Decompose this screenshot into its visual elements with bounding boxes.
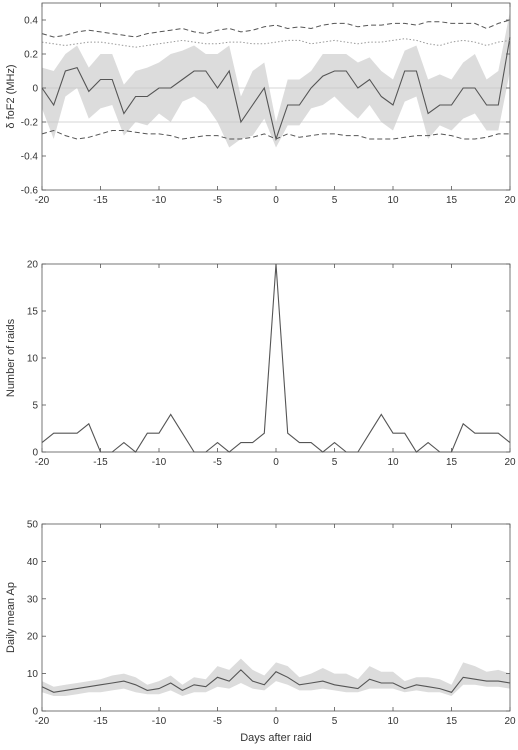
series-line-dashed bbox=[41, 19, 511, 38]
x-tick-label: -15 bbox=[93, 195, 108, 206]
y-tick-label: 0.4 bbox=[24, 16, 38, 27]
series-line-dotted bbox=[41, 38, 511, 48]
y-tick-label: 20 bbox=[27, 632, 39, 643]
panel-foF2: -20 -15 -10 -5 0 5 10 15 20 -0.6 -0.4 -0.2 0 0.2 0.4 δ … bbox=[5, 2, 516, 206]
x-tick-label: 15 bbox=[446, 716, 458, 727]
y-tick-label: 40 bbox=[27, 557, 39, 568]
y-tick-label: 0.2 bbox=[24, 50, 38, 61]
axes-frame bbox=[41, 263, 511, 453]
series-line-solid bbox=[41, 669, 511, 693]
y-tick-label: -0.2 bbox=[21, 118, 39, 129]
x-tick-label: 0 bbox=[273, 195, 279, 206]
x-tick-label: -10 bbox=[152, 457, 167, 468]
x-tick-label: 20 bbox=[504, 195, 516, 206]
x-tick-label: -5 bbox=[213, 457, 222, 468]
x-tick-label: 5 bbox=[332, 457, 338, 468]
y-axis-label: Number of raids bbox=[5, 318, 17, 397]
x-tick-label: 15 bbox=[446, 457, 458, 468]
x-tick-label: -10 bbox=[152, 195, 167, 206]
x-tick-label: 10 bbox=[387, 195, 399, 206]
x-tick-label: 10 bbox=[387, 457, 399, 468]
x-axis-label: Days after raid bbox=[240, 732, 312, 744]
x-tick-label: -15 bbox=[93, 716, 108, 727]
y-axis-label: Daily mean Ap bbox=[5, 582, 17, 653]
y-tick-label: 30 bbox=[27, 594, 39, 605]
y-tick-label: 50 bbox=[27, 520, 39, 531]
x-tick-label: 20 bbox=[504, 457, 516, 468]
x-tick-label: 0 bbox=[273, 716, 279, 727]
x-tick-label: -20 bbox=[35, 195, 50, 206]
x-tick-label: -10 bbox=[152, 716, 167, 727]
series-line-solid bbox=[41, 263, 511, 453]
y-tick-label: 5 bbox=[32, 401, 38, 412]
panel-raids: -20 -15 -10 -5 0 5 10 15 20 0 5 10 15 20 Number of rai… bbox=[5, 260, 516, 469]
x-tick-label: 15 bbox=[446, 195, 458, 206]
band-area bbox=[42, 658, 510, 696]
x-tick-label: 5 bbox=[332, 195, 338, 206]
y-tick-label: 0 bbox=[32, 84, 38, 95]
y-tick-label: 10 bbox=[27, 669, 39, 680]
y-tick-label: 15 bbox=[27, 307, 39, 318]
y-tick-label: 0 bbox=[32, 448, 38, 459]
y-tick-label: 10 bbox=[27, 354, 39, 365]
band-area bbox=[42, 11, 510, 148]
panel-ap: -20 -15 -10 -5 0 5 10 15 20 0 10 20 30 40 50 Daily mean… bbox=[5, 520, 516, 745]
series-line-dashed bbox=[41, 129, 510, 140]
x-tick-label: -20 bbox=[35, 457, 50, 468]
y-axis-label: δ foF2 (MHz) bbox=[5, 64, 17, 128]
x-tick-label: 0 bbox=[273, 457, 279, 468]
x-tick-label: 10 bbox=[387, 716, 399, 727]
y-tick-label: -0.4 bbox=[21, 152, 39, 163]
x-tick-label: -5 bbox=[213, 195, 222, 206]
x-tick-label: 5 bbox=[332, 716, 338, 727]
x-tick-label: -15 bbox=[93, 457, 108, 468]
x-tick-label: -20 bbox=[35, 716, 50, 727]
x-tick-label: -5 bbox=[213, 716, 222, 727]
x-tick-label: 20 bbox=[504, 716, 516, 727]
y-tick-label: 20 bbox=[27, 260, 39, 271]
y-tick-label: -0.6 bbox=[21, 186, 39, 197]
y-tick-label: 0 bbox=[32, 707, 38, 718]
